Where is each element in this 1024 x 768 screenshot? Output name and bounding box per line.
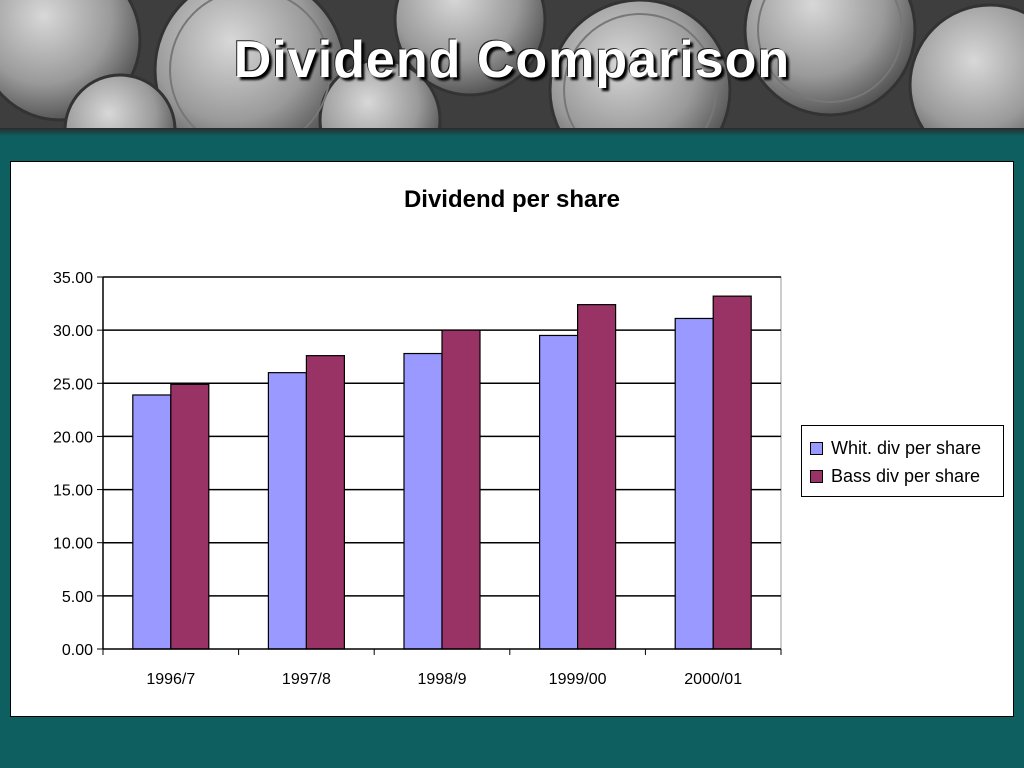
bar-bass-1998/9 <box>441 329 481 650</box>
bar-chart: 0.00 5.00 10.00 15.00 20.00 25.00 30.00 35.00 19… <box>53 270 782 688</box>
x-tick-label: 2000/01 <box>684 671 742 688</box>
legend-swatch-bass <box>810 469 823 483</box>
bar-whit-2000/01 <box>674 317 714 650</box>
bar-whit-1999/00 <box>538 334 579 650</box>
y-tick-label: 25.00 <box>53 376 93 393</box>
chart-panel: 0.00 5.00 10.00 15.00 20.00 25.00 30.00 35.00 19… <box>10 161 1014 717</box>
bar-bass-2000/01 <box>712 295 752 650</box>
x-tick-label: 1999/00 <box>549 671 607 688</box>
y-tick-label: 0.00 <box>62 642 93 659</box>
chart-title: Dividend per share <box>403 186 621 213</box>
y-tick-label: 20.00 <box>53 429 93 446</box>
bar-bass-1996/7 <box>170 383 210 650</box>
axes <box>97 276 782 655</box>
bar-whit-1997/8 <box>267 372 307 650</box>
chart-legend: Whit. div per share Bass div per share <box>801 425 1004 497</box>
x-tick-label: 1996/7 <box>146 671 195 688</box>
bar-whit-1998/9 <box>403 352 443 650</box>
slide-title: Dividend Comparison <box>233 31 791 89</box>
header-shadow <box>0 128 1024 136</box>
legend-swatch-whit <box>810 441 823 455</box>
legend-item-bass: Bass div per share <box>810 464 980 488</box>
bars <box>132 295 752 650</box>
bar-bass-1999/00 <box>576 304 617 650</box>
bar-whit-1996/7 <box>132 394 172 650</box>
y-tick-label: 15.00 <box>53 483 93 500</box>
header-banner: Dividend Comparison <box>0 0 1024 128</box>
legend-label-bass: Bass div per share <box>831 465 981 486</box>
legend-item-whit: Whit. div per share <box>810 436 981 460</box>
tick-labels: 0.00 5.00 10.00 15.00 20.00 25.00 30.00 35.00 19… <box>53 270 742 688</box>
x-tick-label: 1997/8 <box>282 671 331 688</box>
y-tick-label: 10.00 <box>53 536 93 553</box>
y-tick-label: 30.00 <box>53 323 93 340</box>
y-tick-label: 5.00 <box>62 589 93 606</box>
x-tick-label: 1998/9 <box>418 671 467 688</box>
legend-label-whit: Whit. div per share <box>831 437 982 458</box>
bar-bass-1997/8 <box>305 355 345 650</box>
coins-background-image <box>0 0 1024 128</box>
y-tick-label: 35.00 <box>53 270 93 287</box>
